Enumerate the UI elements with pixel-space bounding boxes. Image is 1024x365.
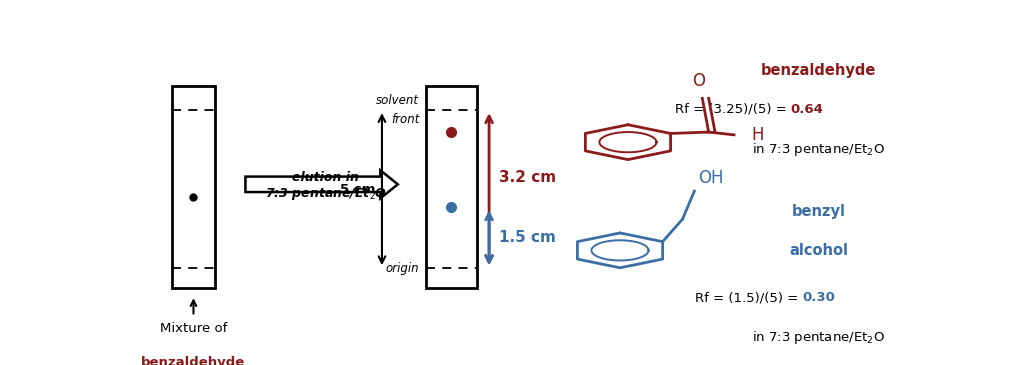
Text: in 7:3 pentane/Et$_2$O: in 7:3 pentane/Et$_2$O	[752, 141, 885, 158]
Text: OH: OH	[698, 169, 724, 187]
Text: 1.5 cm: 1.5 cm	[499, 230, 555, 245]
Text: origin: origin	[386, 262, 419, 274]
Text: alcohol: alcohol	[788, 243, 848, 258]
Text: elution in: elution in	[292, 171, 359, 184]
Text: 0.64: 0.64	[791, 103, 823, 116]
Bar	[172, 86, 215, 288]
Text: Rf = (3.25)/(5) =: Rf = (3.25)/(5) =	[675, 103, 791, 116]
Text: 7:3 pentane/Et$_2$O: 7:3 pentane/Et$_2$O	[264, 186, 387, 202]
Text: solvent: solvent	[376, 95, 419, 107]
Bar	[426, 86, 477, 288]
Text: benzyl: benzyl	[792, 204, 846, 219]
Text: H: H	[752, 126, 764, 144]
Text: Mixture of: Mixture of	[160, 322, 227, 335]
Text: benzaldehyde: benzaldehyde	[761, 64, 877, 78]
Text: in 7:3 pentane/Et$_2$O: in 7:3 pentane/Et$_2$O	[752, 329, 885, 346]
Text: front: front	[391, 113, 419, 126]
Text: 5 cm: 5 cm	[340, 182, 376, 196]
Text: Rf = (1.5)/(5) =: Rf = (1.5)/(5) =	[695, 291, 803, 304]
Text: 0.30: 0.30	[803, 291, 836, 304]
Text: O: O	[692, 72, 705, 90]
Text: benzaldehyde: benzaldehyde	[141, 356, 246, 365]
Text: 3.2 cm: 3.2 cm	[499, 170, 556, 185]
FancyArrow shape	[246, 170, 397, 199]
